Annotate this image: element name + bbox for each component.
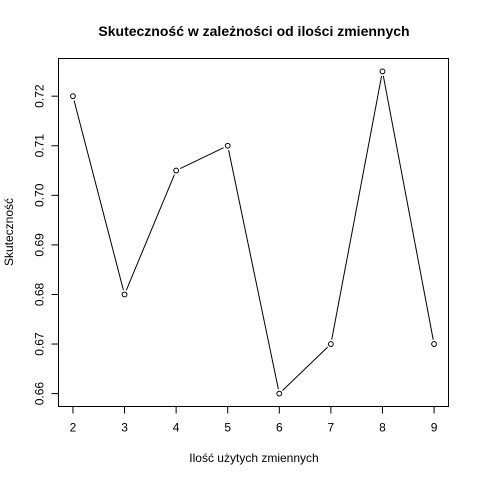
- y-tick-label: 0.67: [33, 332, 47, 356]
- series-segment: [73, 100, 124, 291]
- x-axis: 2 3 4 5 6 7 8 9: [70, 406, 438, 435]
- series-segment: [282, 346, 328, 391]
- data-point: [121, 291, 128, 298]
- data-point: [379, 68, 386, 75]
- series-segment: [125, 174, 175, 291]
- y-tick-label: 0.72: [33, 84, 47, 108]
- data-point: [327, 341, 334, 347]
- y-axis-label: Skuteczność: [2, 198, 16, 266]
- x-axis-label: Ilość użytych zmiennych: [189, 451, 318, 465]
- x-tick-label: 2: [70, 421, 77, 435]
- series-segment: [382, 75, 434, 340]
- y-tick-label: 0.69: [33, 233, 47, 257]
- series: [70, 68, 437, 397]
- chart-title: Skuteczność w zależności od ilości zmien…: [98, 23, 409, 39]
- series-segment: [228, 150, 279, 390]
- y-tick-label: 0.71: [33, 134, 47, 158]
- x-tick-label: 3: [121, 421, 128, 435]
- y-axis: 0.66 0.67 0.68 0.69 0.70 0.71 0.72: [33, 84, 59, 405]
- x-tick-label: 5: [224, 421, 231, 435]
- data-point: [173, 167, 180, 174]
- x-tick-label: 7: [328, 421, 335, 435]
- y-tick-label: 0.70: [33, 183, 47, 207]
- y-tick-label: 0.66: [33, 382, 47, 406]
- series-segment: [331, 75, 383, 340]
- x-tick-label: 4: [173, 421, 180, 435]
- data-point: [431, 341, 437, 347]
- data-point: [224, 142, 231, 149]
- x-tick-label: 6: [276, 421, 283, 435]
- series-segment: [179, 147, 224, 170]
- data-point: [70, 93, 76, 100]
- x-tick-label: 8: [379, 421, 386, 435]
- y-tick-label: 0.68: [33, 282, 47, 306]
- data-point: [276, 390, 283, 397]
- x-tick-label: 9: [431, 421, 438, 435]
